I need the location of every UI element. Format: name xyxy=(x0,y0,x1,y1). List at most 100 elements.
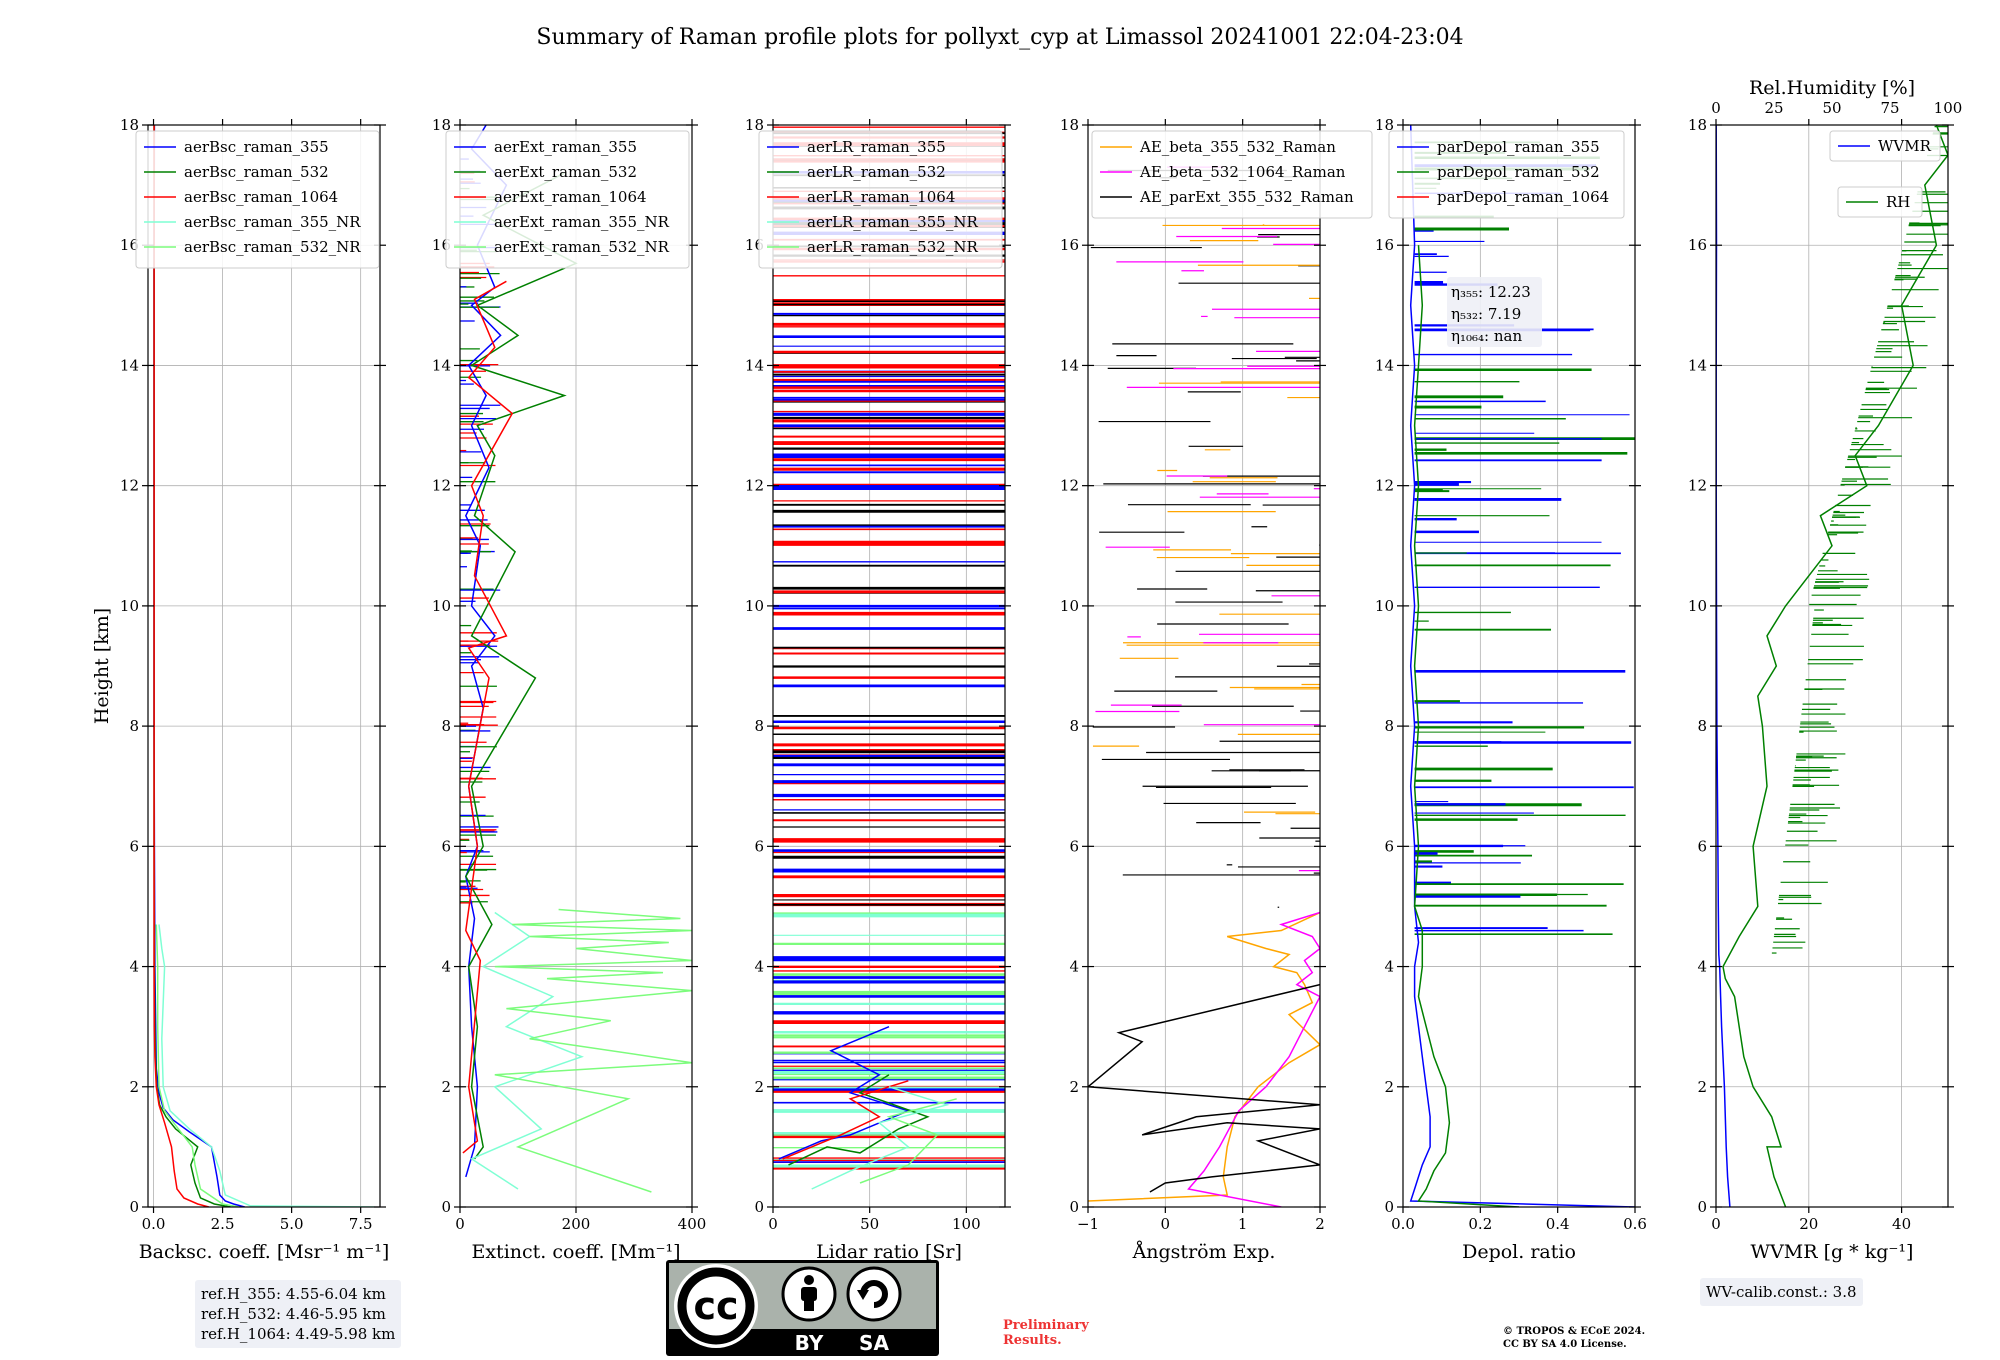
y-tick-label: 14 xyxy=(1060,356,1079,374)
x-tick-label: 100 xyxy=(952,1215,981,1233)
sa-label: SA xyxy=(859,1331,889,1355)
y-tick-label: 8 xyxy=(754,717,764,735)
series-line-aerext-raman-532-nr xyxy=(494,908,692,1193)
y-tick-label: 14 xyxy=(1688,356,1707,374)
y-tick-label: 4 xyxy=(1384,958,1394,976)
y-tick-label: 6 xyxy=(1069,837,1079,855)
y-tick-label: 8 xyxy=(1384,717,1394,735)
y-tick-label: 18 xyxy=(1688,116,1707,134)
x-tick-label: 0.0 xyxy=(142,1215,166,1233)
y-tick-label: 12 xyxy=(745,477,764,495)
legend-label: aerExt_raman_355_NR xyxy=(494,213,670,231)
copyright-line-2: CC BY SA 4.0 License. xyxy=(1503,1339,1627,1350)
ref-height-1064: ref.H_1064: 4.49-5.98 km xyxy=(201,1325,396,1343)
series-line-wvmr xyxy=(1716,125,1731,1207)
y-tick-label: 10 xyxy=(1375,597,1394,615)
legend-label: AE_beta_532_1064_Raman xyxy=(1139,163,1346,181)
legend-label: parDepol_raman_355 xyxy=(1437,138,1600,156)
ref-height-355: ref.H_355: 4.55-6.04 km xyxy=(201,1285,386,1303)
x-tick-label: 2 xyxy=(1315,1215,1325,1233)
y-axis-label: Height [km] xyxy=(91,608,113,724)
y-tick-label: 14 xyxy=(1375,356,1394,374)
legend-ae: AE_beta_355_532_Raman AE_beta_532_1064_Ra… xyxy=(1091,130,1373,219)
y-tick-label: 18 xyxy=(745,116,764,134)
legend-label: aerLR_raman_1064 xyxy=(807,188,955,206)
y-tick-label: 14 xyxy=(432,356,451,374)
legend-label: aerExt_raman_532_NR xyxy=(494,238,670,256)
x-tick-label: 1 xyxy=(1238,1215,1248,1233)
series-line-aerlr-raman-355 xyxy=(778,1026,911,1160)
y-tick-label: 6 xyxy=(1697,837,1707,855)
legend-depol: parDepol_raman_355 parDepol_raman_532 parD… xyxy=(1388,130,1625,219)
y-tick-label: 2 xyxy=(754,1078,764,1096)
x-tick-label: 400 xyxy=(678,1215,707,1233)
series-line-rh xyxy=(1722,125,1948,1207)
legend-label: RH xyxy=(1886,193,1910,211)
y-tick-label: 10 xyxy=(432,597,451,615)
y-tick-label: 8 xyxy=(1697,717,1707,735)
plot-area-lr xyxy=(773,126,1005,1190)
axes-frame xyxy=(1715,124,1949,1208)
top-x-tick-label: 50 xyxy=(1822,99,1841,117)
y-tick-label: 18 xyxy=(1375,116,1394,134)
y-tick-label: 8 xyxy=(129,717,139,735)
cc-by-sa-license-badge: cc BY SA xyxy=(666,1260,939,1356)
by-label: BY xyxy=(795,1331,824,1355)
axes-frame xyxy=(1402,124,1636,1208)
y-tick-label: 16 xyxy=(1688,236,1707,254)
y-tick-label: 14 xyxy=(120,356,139,374)
y-tick-label: 4 xyxy=(1697,958,1707,976)
y-tick-label: 6 xyxy=(1384,837,1394,855)
y-tick-label: 0 xyxy=(1697,1198,1707,1216)
x-tick-label: 50 xyxy=(860,1215,879,1233)
axes-frame xyxy=(1087,124,1321,1208)
y-tick-label: 10 xyxy=(745,597,764,615)
panel-bsc: 0 2 4 6 8 10 12 14 16 18 0.0 2.5 5.0 7.5 Backsc. coeff… xyxy=(91,116,389,1263)
y-tick-label: 12 xyxy=(1375,477,1394,495)
y-tick-label: 10 xyxy=(1688,597,1707,615)
y-tick-label: 0 xyxy=(1069,1198,1079,1216)
legend-wvmr: WVMR xyxy=(1829,130,1941,162)
ref-height-532: ref.H_532: 4.46-5.95 km xyxy=(201,1305,386,1323)
legend-label: aerLR_raman_355_NR xyxy=(807,213,978,231)
y-tick-label: 2 xyxy=(1069,1078,1079,1096)
legend-label: aerBsc_raman_1064 xyxy=(184,188,338,206)
y-tick-label: 0 xyxy=(754,1198,764,1216)
series-line-aerext-raman-1064 xyxy=(462,280,514,1154)
legend-label: aerBsc_raman_532 xyxy=(184,163,329,181)
depol-eta-annotations: η₃₅₅: 12.23 η₅₃₂: 7.19 η₁₀₆₄: nan xyxy=(1447,277,1542,347)
axes-frame xyxy=(147,124,381,1208)
top-x-axis-label: Rel.Humidity [%] xyxy=(1749,77,1915,99)
y-tick-label: 18 xyxy=(120,116,139,134)
x-tick-label: 40 xyxy=(1892,1215,1911,1233)
y-tick-label: 18 xyxy=(1060,116,1079,134)
y-tick-label: 12 xyxy=(120,477,139,495)
x-tick-label: 0 xyxy=(1711,1215,1721,1233)
x-tick-label: 0.2 xyxy=(1468,1215,1492,1233)
top-x-tick-label: 75 xyxy=(1880,99,1899,117)
cc-logo-text: cc xyxy=(693,1284,738,1328)
preliminary-line-2: Results. xyxy=(1003,1333,1062,1348)
y-tick-label: 8 xyxy=(441,717,451,735)
series-line-aerlr-raman-355-nr xyxy=(811,1086,950,1190)
y-tick-label: 10 xyxy=(120,597,139,615)
legend-label: parDepol_raman_1064 xyxy=(1437,188,1609,206)
y-tick-label: 16 xyxy=(120,236,139,254)
legend-label: aerBsc_raman_355_NR xyxy=(184,213,361,231)
legend-label: AE_beta_355_532_Raman xyxy=(1139,138,1336,156)
figure-title: Summary of Raman profile plots for polly… xyxy=(536,25,1463,50)
legend-label: aerLR_raman_532 xyxy=(807,163,946,181)
y-tick-label: 2 xyxy=(1384,1078,1394,1096)
y-tick-label: 0 xyxy=(441,1198,451,1216)
eta-label: η₃₅₅: 12.23 xyxy=(1451,283,1531,301)
y-tick-label: 0 xyxy=(129,1198,139,1216)
series-line-aerbsc-raman-532-nr xyxy=(155,924,240,1207)
x-axis-label: Ångström Exp. xyxy=(1132,1241,1276,1263)
series-line-aerbsc-raman-355 xyxy=(153,125,245,1207)
y-tick-label: 2 xyxy=(129,1078,139,1096)
plot-area-ae xyxy=(1088,149,1320,1207)
legend-ext: aerExt_raman_355 aerExt_raman_532 aerExt_r… xyxy=(445,130,690,269)
